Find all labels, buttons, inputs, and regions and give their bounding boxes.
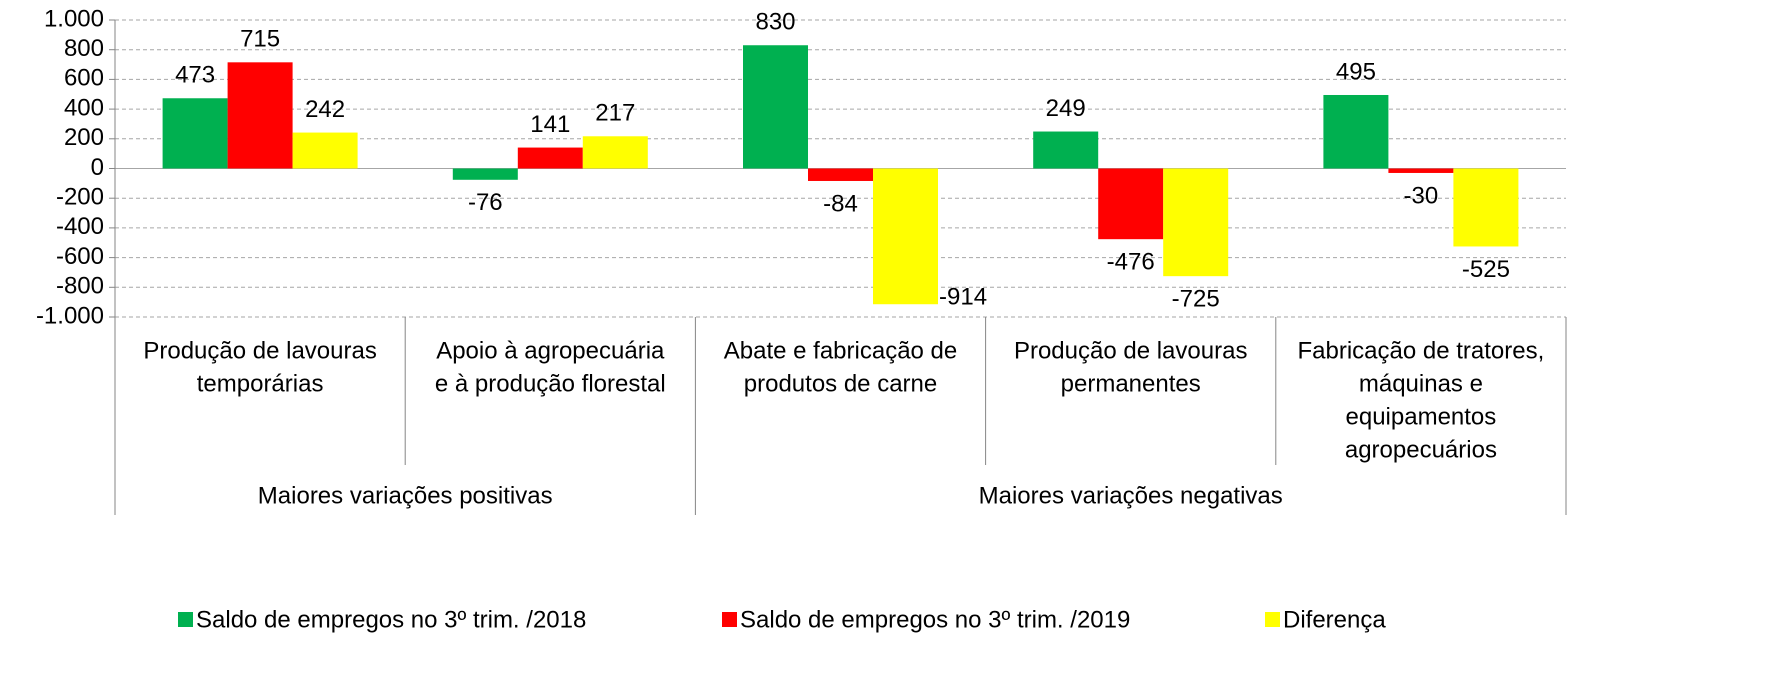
x-tick-label: máquinas e <box>1359 370 1483 397</box>
x-tick-label: Apoio à agropecuária <box>436 337 665 364</box>
data-label: 249 <box>1046 95 1086 122</box>
data-label: 715 <box>240 26 280 53</box>
bar <box>873 168 938 305</box>
bar <box>582 136 648 169</box>
x-tick-label: Abate e fabricação de <box>724 337 958 364</box>
bar <box>1033 131 1099 169</box>
legend-label: Saldo de empregos no 3º trim. /2018 <box>196 606 586 633</box>
x-tick-label: Produção de lavouras <box>143 337 376 364</box>
bar <box>743 45 808 169</box>
y-tick-label: 800 <box>64 35 104 62</box>
data-label: 141 <box>530 111 570 138</box>
bar <box>292 132 358 169</box>
y-tick-label: -400 <box>56 213 104 240</box>
x-tick-label: agropecuários <box>1345 436 1497 463</box>
x-tick-label: permanentes <box>1061 370 1201 397</box>
bar <box>1323 94 1389 169</box>
legend-swatch <box>178 612 193 627</box>
y-tick-label: 200 <box>64 124 104 151</box>
y-tick-label: -800 <box>56 273 104 300</box>
y-tick-label: -600 <box>56 243 104 270</box>
bar <box>517 147 583 169</box>
bar <box>1453 168 1519 247</box>
y-tick-label: 400 <box>64 94 104 121</box>
data-label: -30 <box>1404 182 1439 209</box>
x-tick-label: Fabricação de tratores, <box>1298 337 1545 364</box>
bar <box>227 62 293 169</box>
group-label: Maiores variações negativas <box>979 482 1283 509</box>
data-label: 495 <box>1336 58 1376 85</box>
data-label: 830 <box>755 9 795 36</box>
y-tick-label: 0 <box>91 154 104 181</box>
legend-label: Diferença <box>1283 606 1386 633</box>
bar <box>452 168 518 180</box>
data-label: -476 <box>1107 249 1155 276</box>
data-label: -84 <box>823 190 858 217</box>
data-label: -525 <box>1462 256 1510 283</box>
y-tick-label: 600 <box>64 65 104 92</box>
x-tick-label: equipamentos <box>1346 403 1497 430</box>
legend-swatch <box>1265 612 1280 627</box>
data-label: 473 <box>175 62 215 89</box>
bar <box>1163 168 1229 277</box>
x-tick-label: e à produção florestal <box>435 370 666 397</box>
legend-swatch <box>722 612 737 627</box>
data-label: -76 <box>468 189 503 216</box>
y-tick-label: -200 <box>56 184 104 211</box>
x-tick-label: Produção de lavouras <box>1014 337 1247 364</box>
y-tick-label: -1.000 <box>36 302 104 329</box>
data-label: -725 <box>1172 286 1220 313</box>
y-tick-label: 1.000 <box>44 5 104 32</box>
data-label: 217 <box>595 100 635 127</box>
x-tick-label: temporárias <box>197 370 324 397</box>
group-label: Maiores variações positivas <box>258 482 553 509</box>
bar <box>162 98 228 169</box>
data-label: -914 <box>939 284 987 311</box>
x-tick-label: produtos de carne <box>744 370 937 397</box>
bar <box>1388 168 1454 173</box>
bar <box>808 168 873 181</box>
legend-label: Saldo de empregos no 3º trim. /2019 <box>740 606 1130 633</box>
data-label: 242 <box>305 96 345 123</box>
bar <box>1098 168 1164 240</box>
